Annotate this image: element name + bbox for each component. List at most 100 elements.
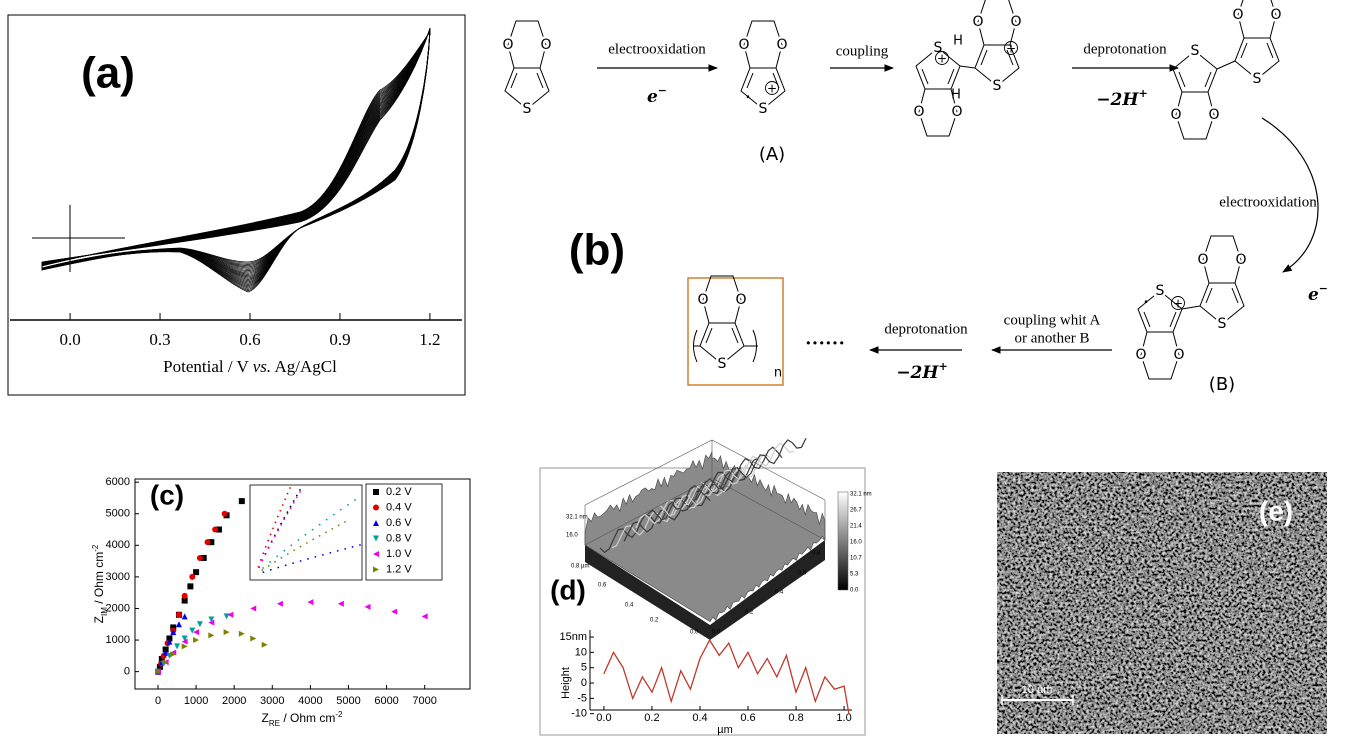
sem-image [997,472,1327,734]
legend-marker [373,551,379,557]
colorbar-label: 26.7 [850,508,862,514]
data-point [212,526,219,533]
y-tick-label: 0 [124,666,130,678]
extra-label: + [1173,297,1183,311]
x-tick-label: 0.6 [740,712,755,724]
cv-loop [41,30,431,293]
inter-ring-bond [1216,60,1236,70]
inset-dot [267,547,270,550]
data-point [189,573,196,580]
atom: O [972,14,983,30]
inset-dot [339,508,342,511]
x-tick-label: 0.9 [329,330,350,349]
inset-dot [295,496,298,499]
label-part: -2 [335,710,343,719]
y-tick-label: 6000 [106,476,130,488]
dioxane [918,88,958,137]
afm-base [585,540,825,640]
plot-frame [134,478,471,690]
surface-label: 0.4 [775,590,784,596]
inset-dot [299,489,301,491]
label-part: / Ohm cm [92,552,106,607]
atom: O [1197,252,1208,268]
x-tick-label: 0.6 [239,330,260,349]
colorbar-label: 5.3 [850,572,859,578]
inset-dot [337,524,340,527]
inset-dot [307,558,309,560]
y-tick-label: 1000 [106,634,130,646]
data-point [166,635,173,642]
x-axis-label: ZRE / Ohm cm-2 [262,710,343,728]
atom: S [759,101,768,117]
inset-dot [267,539,270,542]
data-point [181,592,188,599]
x-tick-label: 0.0 [596,712,611,724]
legend-label: 0.2 V [386,486,412,498]
extra-label: + [937,52,947,66]
inset-dot [344,521,346,523]
step-text: deprotonation [1083,41,1167,57]
data-point [208,632,215,639]
reagent-sup: − [1319,282,1328,295]
data-point [170,651,177,658]
inset-dot [305,542,308,544]
ellipsis: ······ [805,333,845,355]
label-part: RE [269,719,280,728]
ring [1234,37,1280,80]
charge-circle [765,81,779,95]
inset-dot [311,528,314,531]
inset-dot [270,541,273,544]
afm-ridge [695,438,807,501]
atom: O [951,104,962,120]
atom: O [1208,107,1219,123]
step-text: coupling whit A [1004,312,1101,328]
double-bond [921,68,955,85]
inset-dot [261,569,264,571]
ring [740,67,786,110]
extra-label: · [1144,296,1149,311]
reagent-sup: + [1138,87,1147,100]
inset-dot [332,513,335,516]
inset-dot [283,518,286,521]
double-bond [1143,311,1177,328]
inset-dot [325,531,327,534]
data-point [175,621,182,628]
data-point [181,638,188,645]
step-text: deprotonation [884,321,968,337]
product-box [687,277,784,386]
data-point [193,629,200,636]
label-part: Z [262,711,269,725]
ring [915,47,961,90]
legend-marker [373,489,379,495]
data-point [250,635,257,642]
data-point [162,659,169,666]
afm-ridge [611,485,723,549]
legend-label: 0.8 V [386,532,412,544]
extra-label: H [953,34,963,49]
reagent: e− [1308,282,1328,305]
inset-dot [262,571,265,574]
y-axis-label: ZIM / Ohm cm-2 [91,544,109,623]
label-part: Potential / V [163,357,253,376]
legend-label: 1.0 V [386,548,412,560]
atom: O [1010,14,1021,30]
data-point [162,646,169,653]
ring [699,322,745,365]
inset-dot [336,549,339,552]
data-point [196,554,203,561]
atom: O [1235,252,1246,268]
reagent: e− [647,84,667,107]
surface-label: 16.0 [566,533,578,539]
y-tick-label: 3000 [106,571,130,583]
atom: O [913,104,924,120]
inset-dot [277,529,279,532]
inset-dot [286,512,289,515]
y-tick-label: 5 [581,662,587,674]
surface-label: 0.2 [650,618,659,624]
atom: O [1173,347,1184,363]
label-part: IM [100,607,109,616]
reagent-text: −2H [896,363,939,383]
reaction-arrow [1261,117,1319,273]
charge-circle [935,51,949,65]
